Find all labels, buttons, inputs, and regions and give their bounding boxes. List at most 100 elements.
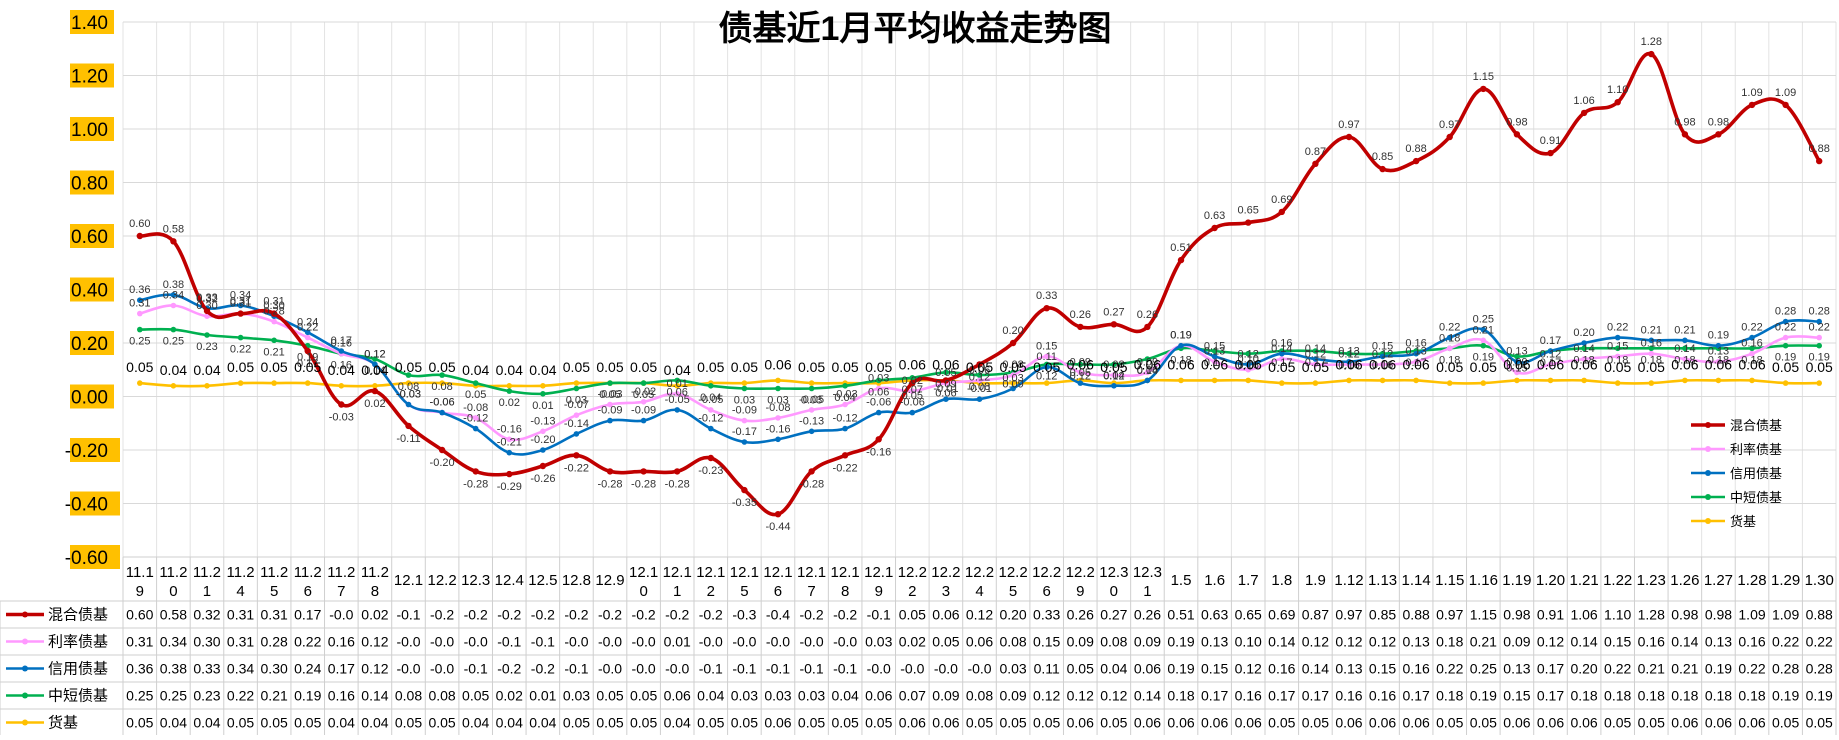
data-label-2: 0.11 — [1036, 351, 1057, 363]
data-label-3: 0.18 — [1741, 354, 1762, 366]
data-point-2 — [1581, 340, 1587, 346]
table-cell: 0.05 — [395, 715, 422, 731]
data-point-3 — [674, 377, 680, 384]
table-cell: 0.16 — [1235, 688, 1262, 704]
data-point-4 — [506, 383, 513, 389]
y-tick-background — [70, 331, 114, 355]
x-tick-label: 1.15 — [1435, 572, 1464, 589]
data-point-3 — [204, 332, 210, 338]
table-cell: 0.18 — [1436, 688, 1463, 704]
x-tick-label: 12.3 — [1133, 564, 1162, 581]
data-point-1 — [1715, 358, 1722, 365]
data-point-3 — [1245, 350, 1251, 357]
data-point-1 — [909, 388, 916, 394]
data-point-1 — [640, 399, 647, 405]
chart-title: 债基近1月平均收益走势图 — [719, 10, 1112, 48]
data-point-2 — [506, 449, 513, 456]
data-label-3: 0.18 — [1708, 354, 1729, 366]
data-point-2 — [1279, 350, 1285, 357]
table-cell: 0.03 — [764, 688, 791, 704]
table-series-name: 信用债基 — [48, 661, 108, 678]
data-label-0: -0.28 — [597, 478, 622, 490]
x-tick-label-cont: 9 — [136, 583, 144, 600]
data-point-2 — [472, 425, 479, 432]
data-label-4: 0.06 — [1067, 356, 1094, 372]
table-cell: 0.06 — [865, 688, 892, 704]
table-cell: 0.18 — [1570, 688, 1597, 704]
data-label-4: 0.05 — [126, 359, 153, 375]
table-cell: 0.07 — [899, 688, 926, 704]
table-cell: -0.0 — [833, 634, 857, 650]
table-cell: 0.20 — [999, 607, 1026, 623]
table-cell: 0.14 — [1134, 688, 1161, 704]
data-label-0: -0.23 — [698, 465, 723, 477]
data-point-0 — [1446, 133, 1453, 141]
table-cell: 0.05 — [966, 715, 993, 731]
data-point-4 — [1043, 380, 1050, 386]
data-label-4: 0.06 — [899, 356, 926, 372]
legend-marker — [1705, 446, 1711, 452]
table-cell: 0.05 — [1302, 715, 1329, 731]
table-cell: 0.91 — [1537, 607, 1564, 623]
data-label-1: 0.09 — [1506, 356, 1527, 368]
data-label-3: 0.14 — [1137, 365, 1158, 377]
data-label-1: 0.34 — [163, 290, 184, 302]
data-point-0 — [1782, 101, 1789, 109]
x-tick-label: 12.2 — [931, 564, 960, 581]
x-tick-label: 12.1 — [394, 572, 423, 589]
data-label-4: 0.06 — [1201, 356, 1228, 372]
data-label-3: 0.08 — [431, 381, 452, 393]
x-tick-label-cont: 7 — [807, 583, 815, 600]
table-cell: 0.12 — [1235, 661, 1262, 677]
table-cell: 0.14 — [361, 688, 388, 704]
data-label-2: 0.13 — [1338, 346, 1359, 358]
data-label-1: 0.22 — [1808, 322, 1829, 334]
data-label-0: -0.03 — [329, 412, 354, 424]
y-tick-label: 0.80 — [71, 174, 108, 195]
x-tick-label-cont: 1 — [1143, 583, 1151, 600]
data-label-3: 0.19 — [1473, 352, 1494, 364]
data-point-3 — [640, 380, 647, 386]
data-label-3: 0.17 — [1305, 357, 1326, 369]
data-label-4: 0.05 — [1604, 359, 1631, 375]
data-label-0: 0.26 — [1137, 309, 1158, 321]
table-cell: 0.16 — [328, 634, 355, 650]
table-cell: 0.12 — [1067, 688, 1094, 704]
table-cell: 0.02 — [899, 634, 926, 650]
x-tick-label-cont: 6 — [774, 583, 782, 600]
table-cell: -0.0 — [564, 634, 588, 650]
table-cell: 0.05 — [596, 688, 623, 704]
data-label-0: 0.87 — [1305, 146, 1326, 158]
data-label-4: 0.04 — [529, 362, 556, 378]
table-cell: 0.65 — [1235, 607, 1262, 623]
table-cell: 0.17 — [1403, 688, 1430, 704]
data-point-4 — [304, 380, 311, 386]
x-tick-label: 1.19 — [1502, 572, 1531, 589]
table-cell: -0.1 — [564, 661, 588, 677]
data-label-4: 0.05 — [1302, 359, 1329, 375]
data-point-2 — [1077, 380, 1084, 386]
table-cell: -0.2 — [833, 607, 857, 623]
data-point-1 — [1211, 358, 1218, 365]
data-point-1 — [1749, 350, 1755, 357]
data-point-4 — [775, 377, 781, 384]
data-label-1: 0.28 — [263, 306, 284, 318]
data-label-4: 0.06 — [932, 356, 959, 372]
x-tick-label: 1.7 — [1238, 572, 1259, 589]
x-tick-label: 1.29 — [1771, 572, 1800, 589]
data-point-3 — [170, 326, 177, 333]
table-cell: 0.21 — [1671, 661, 1698, 677]
data-label-1: 0.31 — [129, 298, 150, 310]
data-point-2 — [338, 348, 345, 354]
data-point-0 — [1412, 157, 1420, 165]
table-cell: 0.05 — [731, 715, 758, 731]
data-point-1 — [1111, 372, 1117, 378]
data-label-3: 0.23 — [196, 341, 217, 353]
data-label-2: -0.12 — [698, 413, 723, 425]
table-cell: 0.12 — [361, 661, 388, 677]
table-cell: 0.22 — [1772, 634, 1799, 650]
table-cell: 0.26 — [1134, 607, 1161, 623]
data-label-1: 0.13 — [1204, 346, 1225, 358]
data-label-2: -0.12 — [463, 413, 488, 425]
